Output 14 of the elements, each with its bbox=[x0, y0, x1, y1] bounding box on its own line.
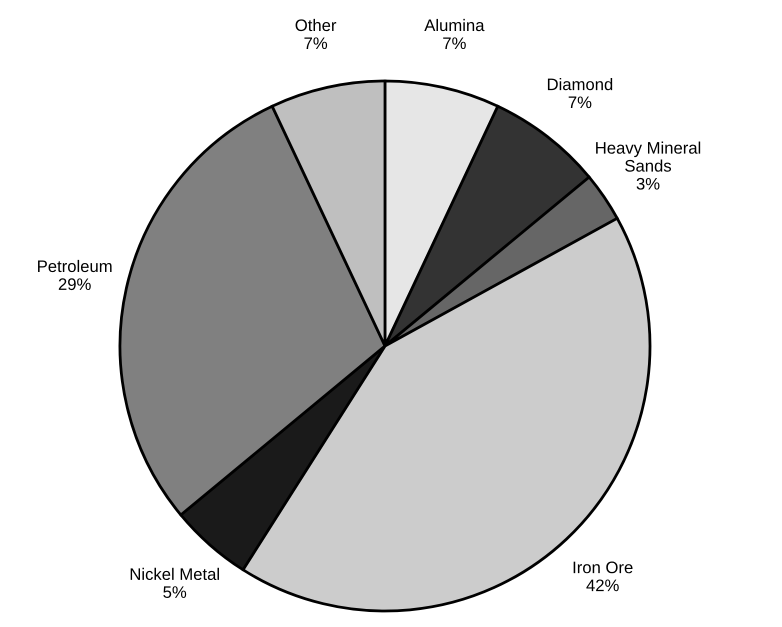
slice-label: Heavy Mineral Sands bbox=[596, 142, 700, 172]
slice-label: Diamond bbox=[548, 78, 612, 90]
slice-label: Alumina bbox=[424, 18, 484, 32]
data-label: 7% bbox=[568, 96, 592, 108]
slice-label: Iron Ore bbox=[574, 562, 633, 574]
data-label: 29% bbox=[58, 278, 91, 290]
slice-label: Petroleum bbox=[38, 260, 112, 272]
data-label: 7% bbox=[443, 37, 466, 50]
slice-label: Other bbox=[296, 18, 336, 32]
data-label: 5% bbox=[163, 586, 186, 598]
data-label: 3% bbox=[636, 178, 660, 190]
slice-label: Nickel Metal bbox=[130, 568, 219, 580]
data-label: 42% bbox=[586, 579, 619, 592]
data-label: 7% bbox=[304, 37, 328, 50]
